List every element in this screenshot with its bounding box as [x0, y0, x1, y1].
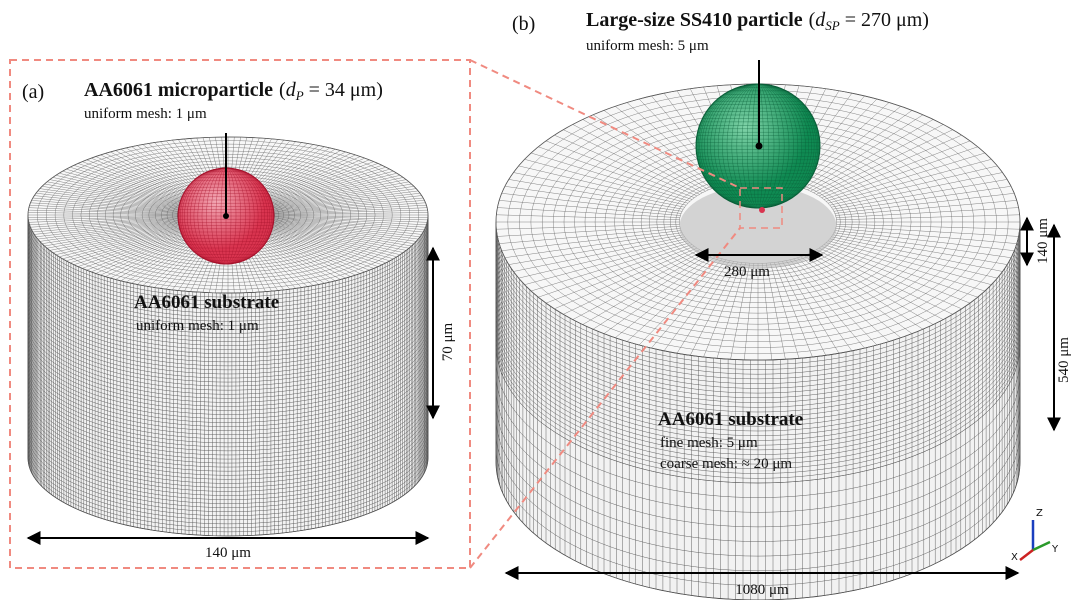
particle-title: AA6061 microparticle(dP = 34 μm): [84, 79, 383, 103]
fine-height-label: 140 μm: [1035, 218, 1051, 264]
particle-name: Large-size SS410 particle: [586, 9, 803, 31]
particle-diameter: = 270 μm): [840, 9, 929, 31]
height-label: 70 μm: [440, 322, 456, 361]
particle-subscript: P: [295, 88, 304, 103]
particle-subscript: SP: [825, 18, 840, 33]
micro-particle: [759, 207, 765, 213]
particle-name: AA6061 microparticle: [84, 79, 273, 101]
center-dot: [223, 213, 229, 219]
substrate-fine-mesh: fine mesh: 5 μm: [660, 435, 758, 451]
substrate-mesh: uniform mesh: 1 μm: [136, 318, 259, 334]
substrate-coarse-mesh: coarse mesh: ≈ 20 μm: [660, 456, 792, 472]
particle-title: Large-size SS410 particle(dSP = 270 μm): [586, 9, 929, 33]
axis-z: Z: [1036, 508, 1043, 519]
panel-label: (a): [22, 81, 44, 103]
width-label: 1080 μm: [735, 582, 789, 598]
width-label: 140 μm: [205, 545, 251, 561]
axis-y: Y: [1051, 544, 1059, 555]
particle-diameter: = 34 μm): [304, 79, 383, 101]
axis-x: X: [1011, 552, 1018, 563]
substrate-name: AA6061 substrate: [134, 292, 279, 313]
particle-mesh: uniform mesh: 5 μm: [586, 38, 709, 54]
substrate-name: AA6061 substrate: [658, 409, 803, 430]
height-label: 540 μm: [1056, 337, 1071, 383]
figure: (a) AA6061 microparticle(dP = 34 μm) uni…: [0, 0, 1071, 600]
meshes: [28, 84, 1020, 600]
particle-mesh: uniform mesh: 1 μm: [84, 106, 207, 122]
panel-label: (b): [512, 13, 535, 35]
center-dot: [756, 143, 763, 150]
axes-triad: [1020, 520, 1050, 560]
crater-label: 280 μm: [724, 264, 770, 280]
